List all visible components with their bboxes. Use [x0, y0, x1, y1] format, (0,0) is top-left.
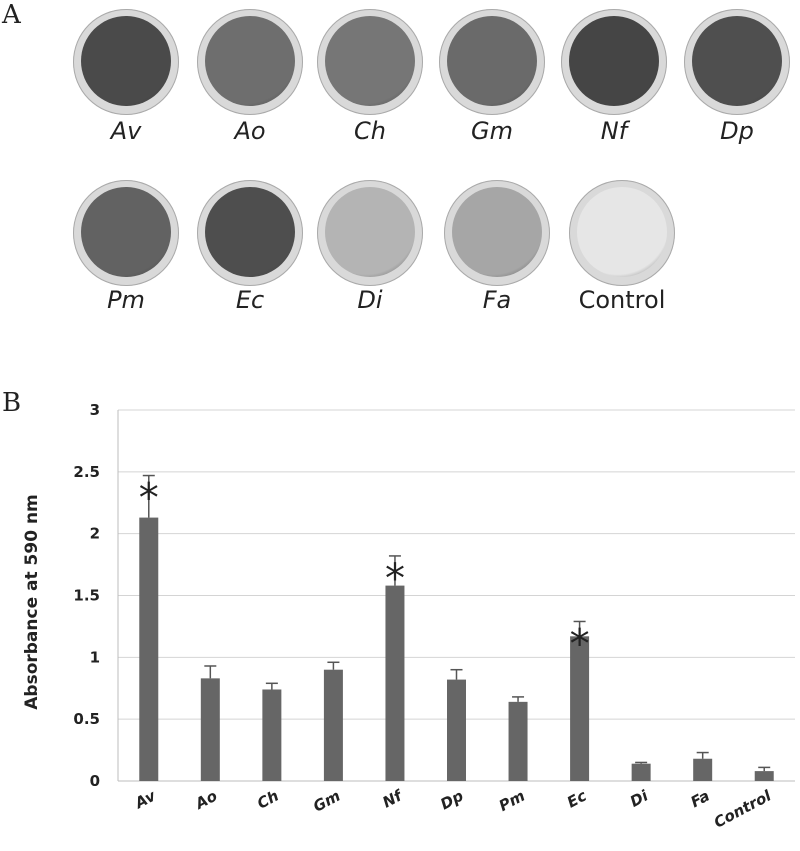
dish-stain [205, 16, 295, 106]
petri-dish-av [73, 9, 179, 115]
petri-dish-pm [73, 180, 179, 286]
x-category-label: Ec [564, 787, 589, 812]
dish-label: Ao [234, 117, 266, 145]
bar-ch [262, 689, 282, 781]
y-tick-label: 0.5 [73, 710, 100, 728]
bars [139, 517, 774, 781]
panel-a-dishes: Av Ao Ch Gm Nf Dp Pm Ec Di Fa Control [0, 0, 800, 330]
dish-stain [81, 16, 171, 106]
significance-markers: * * * [139, 476, 590, 668]
error-bars [142, 474, 771, 772]
x-category-label: Gm [310, 787, 343, 816]
y-tick-label: 2.5 [73, 463, 100, 481]
dish-label: Control [578, 286, 666, 314]
y-tick-label: 2 [90, 525, 100, 543]
dish-stain [692, 16, 782, 106]
dish-label: Av [110, 117, 142, 145]
dish-stain [205, 187, 295, 277]
panel-a-letter: A [2, 0, 21, 30]
bar-pm [508, 701, 528, 781]
x-category-label: Nf [380, 785, 407, 811]
absorbance-bar-chart: 0 0.5 1 1.5 2 2.5 3 * * * Av Ao Ch Gm Nf Dp Pm Ec Di FaCo… [22, 401, 795, 832]
petri-dish-ch [317, 9, 423, 115]
dish-label: Fa [482, 286, 512, 314]
dish-stain [325, 16, 415, 106]
petri-dish-gm [439, 9, 545, 115]
y-tick-label: 1 [90, 648, 100, 666]
x-category-label: Dp [437, 787, 466, 814]
petri-dish-ec [197, 180, 303, 286]
x-category-label: Control [711, 786, 775, 831]
dish-label: Gm [471, 117, 513, 145]
significance-star: * [570, 621, 590, 667]
dish-label: Di [357, 286, 383, 314]
dish-label: Nf [600, 117, 628, 145]
significance-star: * [139, 476, 159, 522]
y-tick-labels: 0 0.5 1 1.5 2 2.5 3 [73, 401, 100, 790]
dish-stain [452, 187, 542, 277]
x-category-label: Ch [254, 787, 282, 813]
bar-di [631, 763, 651, 781]
bar-av [139, 517, 159, 781]
bar-control [754, 771, 774, 781]
bar-ec [570, 636, 590, 781]
panel-b-letter: B [2, 388, 22, 418]
x-category-label: Ao [192, 787, 221, 814]
dish-label: Ec [235, 286, 265, 314]
petri-dish-di [317, 180, 423, 286]
dish-stain [81, 187, 171, 277]
dish-stain [447, 16, 537, 106]
petri-dish-control [569, 180, 675, 286]
bar-ao [200, 678, 220, 781]
petri-dish-fa [444, 180, 550, 286]
petri-dish-nf [561, 9, 667, 115]
dish-label: Pm [107, 286, 145, 314]
dish-stain [569, 16, 659, 106]
significance-star: * [385, 556, 405, 602]
bar-dp [447, 679, 466, 781]
x-category-label: Av [131, 786, 160, 813]
dish-label: Ch [354, 117, 386, 145]
y-axis-label: Absorbance at 590 nm [22, 494, 42, 710]
bar-nf [385, 585, 405, 781]
bar-gm [323, 669, 343, 781]
x-category-label: Di [627, 786, 652, 811]
bar-fa [693, 758, 713, 781]
petri-dish-dp [684, 9, 790, 115]
dish-label: Dp [720, 117, 754, 145]
petri-dish-ao [197, 9, 303, 115]
dish-stain [325, 187, 415, 277]
y-tick-label: 3 [90, 401, 100, 419]
y-tick-label: 0 [90, 772, 100, 790]
grid-lines [117, 409, 795, 782]
y-tick-label: 1.5 [73, 587, 100, 605]
x-category-label: Fa [688, 787, 713, 812]
dish-stain [577, 187, 667, 277]
x-category-label: Pm [496, 787, 528, 815]
